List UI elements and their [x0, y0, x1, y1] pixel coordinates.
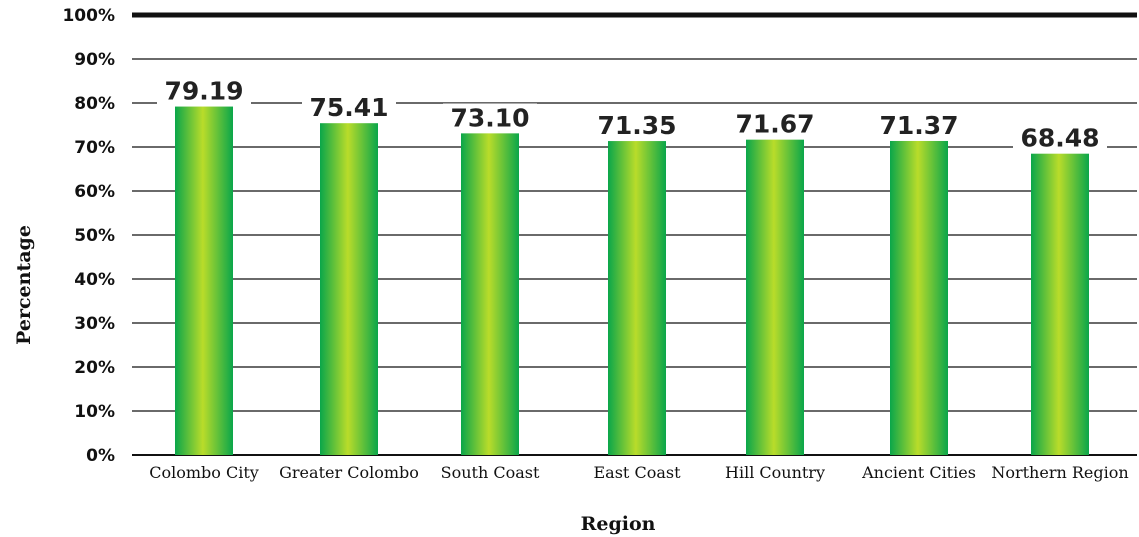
y-tick-label: 80%	[74, 94, 115, 114]
y-tick-label: 60%	[74, 182, 115, 202]
value-label-background	[590, 111, 684, 140]
bar	[461, 133, 519, 456]
y-axis-ticks: 0% 10% 20% 30% 40% 50% 60% 70% 80% 90% 100%	[62, 6, 115, 466]
value-label: 71.67	[735, 110, 814, 139]
bar	[1031, 153, 1089, 456]
x-tick-label: East Coast	[594, 463, 682, 482]
bar	[746, 139, 804, 456]
y-tick-label: 40%	[74, 270, 115, 290]
bar	[608, 141, 666, 455]
bar	[175, 106, 233, 456]
y-tick-label: 20%	[74, 358, 115, 378]
value-label: 68.48	[1020, 124, 1099, 153]
value-label: 75.41	[309, 93, 388, 122]
value-label-background	[728, 109, 822, 138]
value-label: 73.10	[450, 103, 529, 132]
x-tick-label: Colombo City	[149, 463, 259, 482]
value-label-background	[157, 76, 251, 105]
y-tick-label: 100%	[62, 6, 115, 26]
value-labels: 79.19 75.41 73.10 71.35 71.67 71.37 68.48	[157, 76, 1107, 153]
y-tick-label: 70%	[74, 138, 115, 158]
y-tick-label: 50%	[74, 226, 115, 246]
x-tick-label: South Coast	[441, 463, 540, 482]
y-tick-label: 10%	[74, 402, 115, 422]
y-axis-title: Percentage	[13, 225, 35, 345]
value-label: 79.19	[164, 77, 243, 106]
x-axis-ticks: Colombo City Greater Colombo South Coast Ea…	[149, 463, 1128, 482]
bar	[890, 140, 948, 456]
y-tick-label: 90%	[74, 50, 115, 70]
y-tick-label: 30%	[74, 314, 115, 334]
x-tick-label: Hill Country	[725, 463, 825, 482]
x-axis-title: Region	[581, 513, 656, 535]
value-label-background	[443, 103, 537, 132]
value-label-background	[302, 93, 396, 122]
y-tick-label: 0%	[86, 446, 115, 466]
x-tick-label: Greater Colombo	[279, 463, 419, 482]
value-label: 71.37	[879, 111, 958, 140]
x-tick-label: Northern Region	[991, 463, 1128, 482]
value-label-background	[1013, 123, 1107, 152]
bars	[175, 106, 1089, 456]
x-tick-label: Ancient Cities	[861, 463, 976, 482]
value-label-background	[872, 110, 966, 139]
bar	[320, 123, 378, 456]
value-label: 71.35	[597, 111, 676, 140]
